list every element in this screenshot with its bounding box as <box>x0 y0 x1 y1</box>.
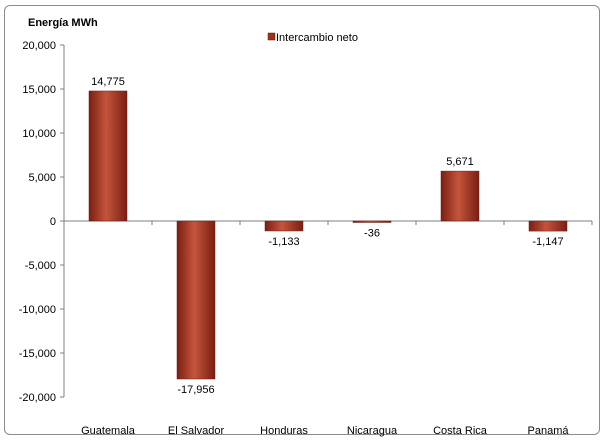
category-label: Costa Rica <box>433 425 488 437</box>
data-label: -36 <box>364 228 380 240</box>
y-tick-label: -15,000 <box>19 348 56 360</box>
bar <box>88 90 128 222</box>
y-tick-label: -20,000 <box>19 392 56 404</box>
data-label: 14,775 <box>91 76 125 88</box>
bar <box>440 170 480 222</box>
category-label: Panamá <box>528 425 570 437</box>
axes <box>63 45 593 397</box>
bar <box>528 220 568 232</box>
bars <box>88 90 568 380</box>
y-tick-label: 5,000 <box>28 172 56 184</box>
legend: Intercambio neto <box>267 32 358 44</box>
y-axis-title: Energía MWh <box>28 17 98 29</box>
y-tick-label: 20,000 <box>22 40 56 52</box>
data-label: -17,956 <box>177 384 214 396</box>
y-tick-label: 0 <box>50 216 56 228</box>
category-label: Guatemala <box>81 425 136 437</box>
category-label: El Salvador <box>168 425 225 437</box>
y-tick-label: 15,000 <box>22 84 56 96</box>
category-label: Honduras <box>260 425 308 437</box>
category-label: Nicaragua <box>347 425 398 437</box>
x-categories: Guatemala El Salvador Honduras Nicaragua Cos… <box>81 425 569 437</box>
legend-label: Intercambio neto <box>276 32 358 44</box>
data-label: -1,147 <box>532 236 563 248</box>
y-tick-label: 10,000 <box>22 128 56 140</box>
data-label: -1,133 <box>268 236 299 248</box>
y-tick-label: -5,000 <box>25 260 56 272</box>
data-label: 5,671 <box>446 156 474 168</box>
y-ticks: 20,000 15,000 10,000 5,000 0 -5,000 -10,000 -15… <box>19 40 64 404</box>
bar <box>264 220 304 232</box>
legend-swatch <box>267 32 276 41</box>
y-tick-label: -10,000 <box>19 304 56 316</box>
data-labels: 14,775 -17,956 -1,133 -36 5,671 -1,147 <box>91 76 563 396</box>
bar <box>176 220 216 380</box>
bar <box>352 220 392 223</box>
